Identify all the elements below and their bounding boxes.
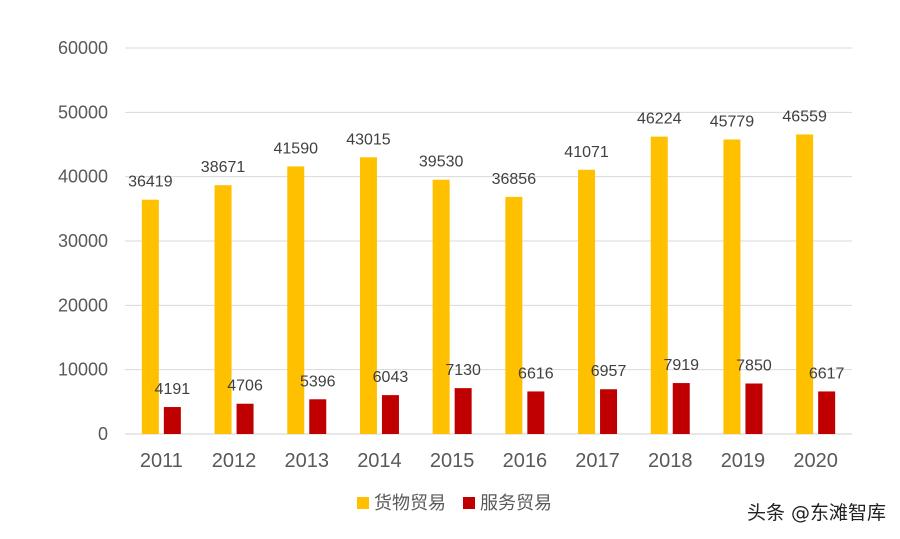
bar-goods xyxy=(505,196,523,434)
data-label-goods: 41071 xyxy=(564,144,609,161)
x-axis: 2011 2012 2013 2014 2015 2016 2017 2018 2019 2020 xyxy=(140,450,838,472)
x-tick-label: 2014 xyxy=(357,450,402,472)
bar-goods xyxy=(578,169,596,435)
x-tick-label: 2012 xyxy=(212,450,257,472)
x-tick-label: 2019 xyxy=(721,450,766,472)
bars xyxy=(141,134,836,435)
x-tick-label: 2017 xyxy=(575,450,620,472)
data-label-goods: 41590 xyxy=(274,140,319,157)
data-label-services: 6957 xyxy=(591,363,627,380)
x-tick-label: 2013 xyxy=(285,450,330,472)
bar-services xyxy=(381,395,399,434)
data-label-services: 6043 xyxy=(373,369,409,386)
bar-goods xyxy=(287,166,305,434)
data-label-goods: 39530 xyxy=(419,154,464,171)
data-label-services: 4706 xyxy=(227,378,263,395)
x-tick-label: 2015 xyxy=(430,450,475,472)
gridlines xyxy=(125,47,852,435)
bar-services xyxy=(818,391,836,434)
data-labels: 36419 4191 38671 4706 41590 5396 43015 6043 3953… xyxy=(128,108,844,398)
legend-label-goods: 货物贸易 xyxy=(374,493,446,514)
y-tick-label: 20000 xyxy=(58,295,108,315)
bar-services xyxy=(600,389,618,434)
data-label-goods: 36419 xyxy=(128,174,173,191)
y-tick-label: 30000 xyxy=(58,231,108,251)
data-label-goods: 36856 xyxy=(492,171,537,188)
legend: 货物贸易 服务贸易 xyxy=(357,493,552,514)
x-tick-label: 2020 xyxy=(793,450,838,472)
data-label-goods: 45779 xyxy=(710,113,755,130)
y-tick-label: 0 xyxy=(98,424,108,444)
bar-services xyxy=(163,407,181,434)
bar-goods xyxy=(650,136,668,434)
data-label-services: 4191 xyxy=(155,381,191,398)
data-label-services: 6616 xyxy=(518,365,554,382)
legend-swatch-goods xyxy=(357,497,369,509)
legend-label-services: 服务贸易 xyxy=(480,493,552,514)
bar-goods xyxy=(432,179,450,434)
bar-services xyxy=(527,391,545,434)
y-tick-label: 10000 xyxy=(58,360,108,380)
bar-goods xyxy=(796,134,814,434)
bar-services xyxy=(236,403,254,434)
watermark: 头条 @东滩智库 xyxy=(746,502,886,524)
y-tick-label: 60000 xyxy=(58,38,108,58)
x-tick-label: 2011 xyxy=(140,450,183,472)
data-label-services: 6617 xyxy=(809,365,845,382)
data-label-services: 5396 xyxy=(300,373,336,390)
x-tick-label: 2018 xyxy=(648,450,693,472)
bar-goods xyxy=(141,199,159,434)
bar-goods xyxy=(214,185,232,434)
data-label-goods: 38671 xyxy=(201,159,246,176)
data-label-services: 7130 xyxy=(445,362,481,379)
data-label-services: 7850 xyxy=(736,357,772,374)
bar-goods xyxy=(723,139,741,434)
data-label-goods: 43015 xyxy=(346,131,391,148)
y-tick-label: 40000 xyxy=(58,167,108,187)
x-tick-label: 2016 xyxy=(503,450,548,472)
bar-services xyxy=(309,399,327,434)
bar-goods xyxy=(359,157,377,434)
data-label-services: 7919 xyxy=(663,357,699,374)
bar-services xyxy=(745,383,763,434)
bar-services xyxy=(454,388,472,434)
bar-services xyxy=(672,383,690,434)
data-label-goods: 46559 xyxy=(782,108,827,125)
y-axis: 0 10000 20000 30000 40000 50000 60000 xyxy=(58,38,108,444)
y-tick-label: 50000 xyxy=(58,102,108,122)
data-label-goods: 46224 xyxy=(637,111,682,128)
legend-swatch-services xyxy=(463,497,475,509)
